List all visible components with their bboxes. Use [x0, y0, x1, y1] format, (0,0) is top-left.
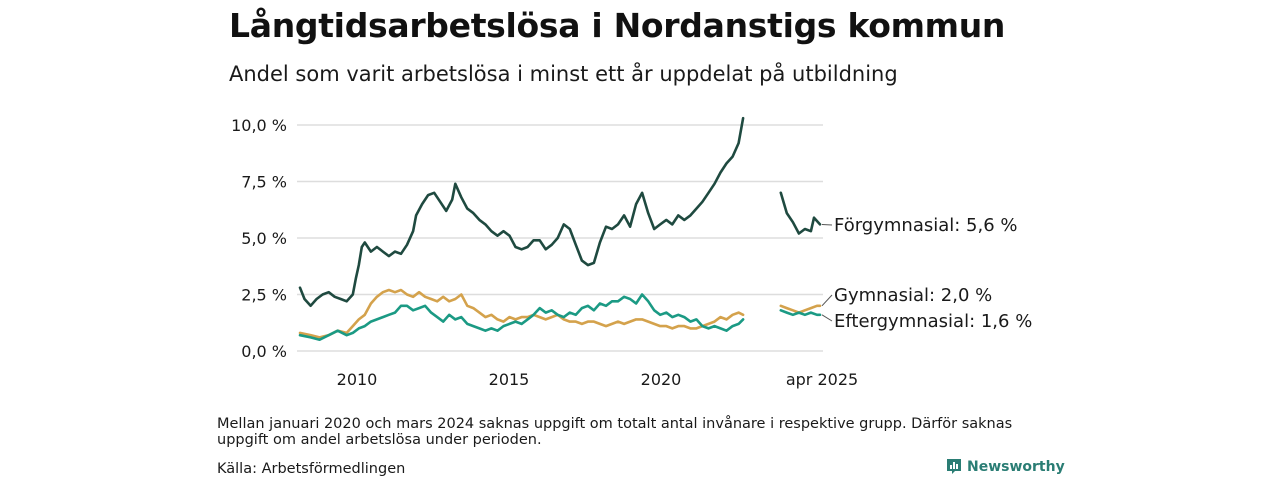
footnote: Mellan januari 2020 och mars 2024 saknas…: [217, 416, 1013, 448]
y-tick-label: 5,0 %: [241, 229, 287, 248]
x-tick-label: 2020: [641, 370, 682, 389]
series-line-gymnasial: [779, 304, 822, 314]
y-axis-tick-labels: 0,0 % 2,5 % 5,0 % 7,5 % 10,0 %: [231, 116, 287, 361]
brand-name: Newsworthy: [967, 458, 1065, 475]
series-end-label-gymnasial: Gymnasial: 2,0 %: [834, 285, 992, 306]
x-tick-label: 2010: [337, 370, 378, 389]
bar-chart-icon: [946, 458, 962, 475]
series-end-label-förgymnasial: Förgymnasial: 5,6 %: [834, 215, 1018, 236]
newsworthy-logo[interactable]: Newsworthy: [946, 458, 1065, 475]
series-line-förgymnasial: [779, 191, 822, 235]
label-leader-line: [821, 314, 833, 322]
series-end-label-eftergymnasial: Eftergymnasial: 1,6 %: [834, 311, 1032, 332]
series-lines: [298, 116, 822, 341]
chart-title: Långtidsarbetslösa i Nordanstigs kommun: [229, 6, 1006, 45]
y-tick-label: 7,5 %: [241, 173, 287, 192]
label-leader-line: [821, 294, 833, 307]
series-end-labels: Förgymnasial: 5,6 % Gymnasial: 2,0 % Efter…: [821, 215, 1032, 332]
series-line-gymnasial: [298, 288, 745, 339]
y-tick-label: 0,0 %: [241, 342, 287, 361]
series-line-förgymnasial: [298, 116, 745, 308]
line-chart: 0,0 % 2,5 % 5,0 % 7,5 % 10,0 % 2010 2015 2020 a…: [231, 116, 1032, 389]
source-credit: Källa: Arbetsförmedlingen: [217, 461, 406, 477]
x-tick-label: 2015: [489, 370, 530, 389]
series-line-eftergymnasial: [779, 309, 822, 317]
label-leader-line: [821, 223, 833, 226]
x-tick-label: apr 2025: [786, 370, 858, 389]
y-tick-label: 2,5 %: [241, 286, 287, 305]
x-axis-tick-labels: 2010 2015 2020 apr 2025: [337, 370, 859, 389]
series-line-eftergymnasial: [298, 293, 745, 341]
gridlines: [297, 124, 823, 352]
y-tick-label: 10,0 %: [231, 116, 287, 135]
chart-subtitle: Andel som varit arbetslösa i minst ett å…: [229, 62, 898, 86]
